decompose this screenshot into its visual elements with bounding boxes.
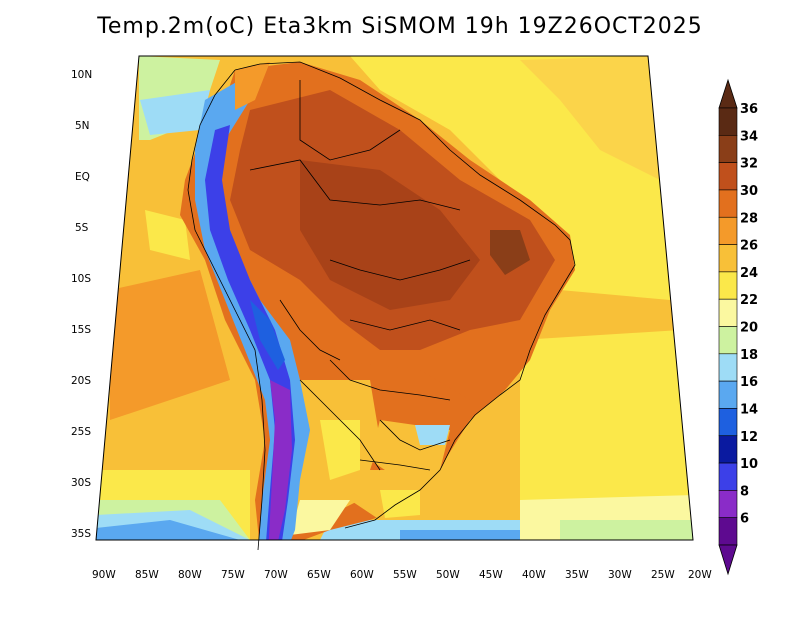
- lon-tick-label: 65W: [307, 569, 331, 581]
- lat-tick-label: EQ: [75, 171, 90, 183]
- colorbar-label: 20: [740, 321, 758, 336]
- colorbar-label: 30: [740, 184, 758, 199]
- temperature-field: [96, 56, 693, 540]
- colorbar-swatch: [718, 216, 738, 245]
- map-title: Temp.2m(oC) Eta3km SiSMOM 19h 19Z26OCT20…: [97, 14, 703, 39]
- colorbar-label: 24: [740, 266, 758, 281]
- lon-tick-label: 55W: [393, 569, 417, 581]
- lon-tick-label: 60W: [350, 569, 374, 581]
- lat-tick-label: 20S: [71, 375, 91, 387]
- lon-tick-label: 90W: [92, 569, 116, 581]
- lat-tick-label: 30S: [71, 477, 91, 489]
- colorbar-swatch: [718, 162, 738, 191]
- lat-tick-label: 10S: [71, 273, 91, 285]
- colorbar-label: 6: [740, 512, 749, 527]
- colorbar-label: 32: [740, 157, 758, 172]
- lat-tick-label: 5S: [75, 222, 89, 234]
- colorbar-label: 10: [740, 457, 758, 472]
- lon-tick-label: 40W: [522, 569, 546, 581]
- lon-tick-label: 70W: [264, 569, 288, 581]
- colorbar-swatch: [718, 271, 738, 300]
- lon-tick-label: 25W: [651, 569, 675, 581]
- coastlines: [187, 61, 576, 551]
- lat-tick-label: 35S: [71, 528, 91, 540]
- lon-tick-label: 75W: [221, 569, 245, 581]
- colorbar-swatch: [718, 490, 738, 518]
- colorbar-swatch: [718, 380, 738, 409]
- colorbar-top-arrow: [718, 78, 738, 109]
- colorbar-label: 36: [740, 102, 758, 117]
- lon-tick-label: 85W: [135, 569, 159, 581]
- latitude-axis: 10N 5N EQ 5S 10S 15S 20S 25S 30S 35S: [71, 69, 92, 540]
- lon-tick-label: 20W: [688, 569, 712, 581]
- lon-tick-label: 50W: [436, 569, 460, 581]
- lat-tick-label: 10N: [71, 69, 92, 81]
- colorbar-label: 34: [740, 129, 758, 144]
- colorbar-label: 14: [740, 402, 758, 417]
- colorbar-label: 12: [740, 430, 758, 445]
- colorbar-swatch: [718, 353, 738, 382]
- lon-tick-label: 80W: [178, 569, 202, 581]
- colorbar-label: 28: [740, 211, 758, 226]
- colorbar-label: 26: [740, 239, 758, 254]
- colorbar-swatch: [718, 298, 738, 327]
- colorbar-swatch: [718, 435, 738, 464]
- colorbar-label: 22: [740, 293, 758, 308]
- colorbar-label: 8: [740, 484, 749, 499]
- lon-tick-label: 30W: [608, 569, 632, 581]
- colorbar-swatch: [718, 326, 738, 355]
- colorbar-swatch: [718, 107, 738, 136]
- colorbar: 36 34 32 30 28 26 24 22 20 18 16 14 12 10 8 6: [718, 78, 758, 576]
- lat-tick-label: 5N: [75, 120, 90, 132]
- colorbar-swatch: [718, 408, 738, 437]
- lat-tick-label: 25S: [71, 426, 91, 438]
- longitude-axis: 90W 85W 80W 75W 70W 65W 60W 55W 50W 45W …: [92, 569, 712, 581]
- map-frame: [95, 55, 694, 541]
- colorbar-label: 16: [740, 375, 758, 390]
- colorbar-label: 18: [740, 348, 758, 363]
- lat-tick-label: 15S: [71, 324, 91, 336]
- colorbar-swatch: [718, 517, 738, 546]
- colorbar-swatch: [718, 135, 738, 163]
- colorbar-swatch: [718, 189, 738, 218]
- lon-tick-label: 35W: [565, 569, 589, 581]
- colorbar-bottom-arrow: [718, 544, 738, 576]
- lon-tick-label: 45W: [479, 569, 503, 581]
- colorbar-swatch: [718, 462, 738, 491]
- colorbar-swatch: [718, 244, 738, 273]
